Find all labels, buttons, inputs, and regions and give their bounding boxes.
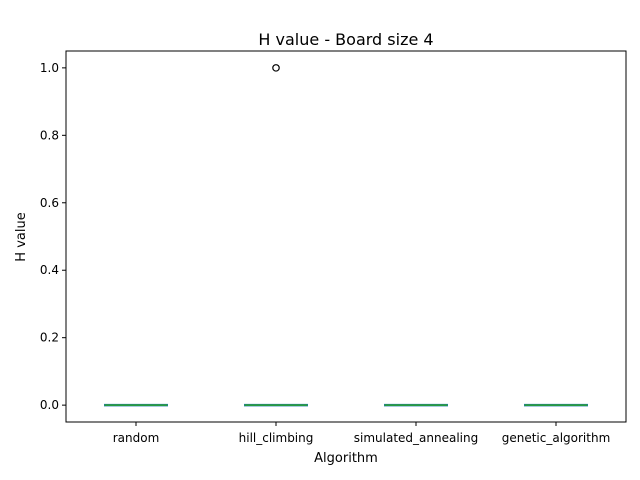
flier-point (272, 64, 280, 72)
x-tick-label: genetic_algorithm (502, 431, 611, 445)
y-tick-label: 0.8 (40, 128, 59, 142)
plot-area: 0.0 0.2 0.4 0.6 0.8 1.0 random hill_climbing sim… (40, 50, 627, 445)
x-axis-label: Algorithm (314, 451, 378, 466)
axes-frame (65, 50, 627, 423)
x-tick-label: hill_climbing (239, 431, 314, 445)
x-tick-label: simulated_annealing (354, 431, 478, 445)
y-tick-label: 0.0 (40, 398, 59, 412)
y-tick-label: 1.0 (40, 61, 59, 75)
y-axis-label: H value (14, 212, 29, 261)
x-tick-label: random (113, 431, 160, 445)
chart-title: H value - Board size 4 (258, 30, 433, 49)
y-tick-label: 0.6 (40, 196, 59, 210)
y-tick-label: 0.2 (40, 331, 59, 345)
y-tick-label: 0.4 (40, 263, 59, 277)
